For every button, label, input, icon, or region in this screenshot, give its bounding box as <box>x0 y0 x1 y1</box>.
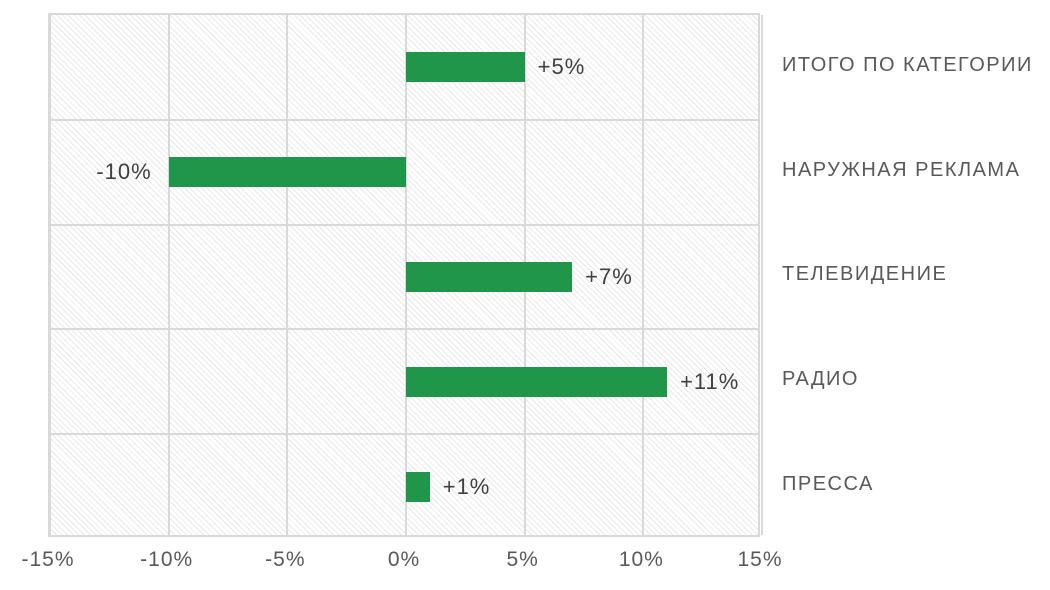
bar <box>406 262 573 292</box>
x-axis: -15% -10% -5% 0% 5% 10% 15% <box>21 548 781 578</box>
bar-value-label: +11% <box>680 368 740 394</box>
gridline-vertical <box>761 15 763 535</box>
gridline-vertical <box>167 15 170 535</box>
gridline-horizontal <box>50 328 758 331</box>
gridline-horizontal <box>50 118 758 121</box>
gridline-vertical <box>49 15 51 535</box>
bar-value-label: +7% <box>585 264 633 289</box>
x-tick-label: 10% <box>618 548 664 571</box>
bar-value-label: +5% <box>537 54 586 80</box>
bar <box>168 157 406 188</box>
bar <box>406 366 668 397</box>
category-label: ИТОГО ПО КАТЕГОРИИ <box>782 53 1033 76</box>
x-tick-label: 0% <box>387 548 421 571</box>
bar-value-label: -10% <box>96 159 152 185</box>
category-label: РАДИО <box>782 368 859 391</box>
category-label: ТЕЛЕВИДЕНИЕ <box>782 263 948 286</box>
gridline-horizontal <box>50 433 758 436</box>
bar <box>406 52 525 83</box>
x-tick-label: 5% <box>506 548 539 571</box>
x-tick-label: -15% <box>21 548 75 571</box>
bar-value-label: +1% <box>442 473 491 499</box>
x-tick-label: 15% <box>737 548 783 571</box>
x-tick-label: -10% <box>140 548 194 571</box>
gridline-vertical <box>286 15 289 535</box>
bar <box>406 471 430 502</box>
plot-area: +5% -10% +7% +11% +1% <box>48 13 763 537</box>
category-label: ПРЕССА <box>782 473 874 496</box>
gridline-horizontal <box>50 223 758 226</box>
category-label: НАРУЖНАЯ РЕКЛАМА <box>782 158 1021 181</box>
x-tick-label: -5% <box>265 548 306 571</box>
category-labels: ИТОГО ПО КАТЕГОРИИ НАРУЖНАЯ РЕКЛАМА ТЕЛЕВИ… <box>782 13 1050 537</box>
gridline-vertical <box>642 15 645 535</box>
